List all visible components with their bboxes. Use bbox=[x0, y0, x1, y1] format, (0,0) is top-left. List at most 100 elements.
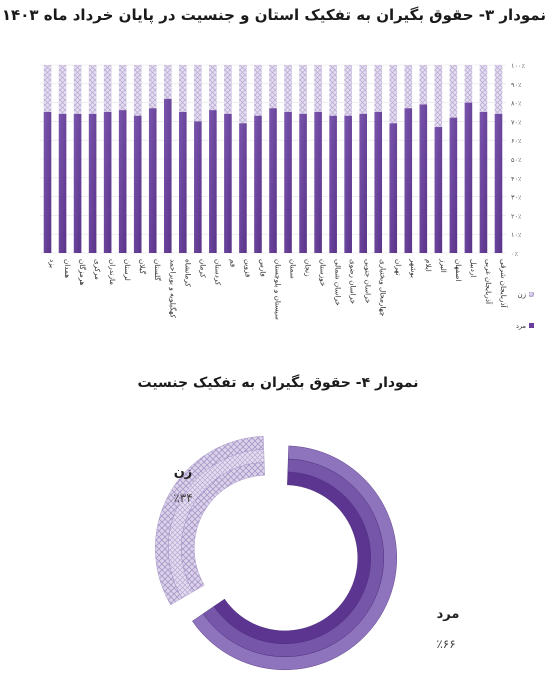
bar-women bbox=[58, 65, 67, 114]
x-tick-label: خراسان جنوبی bbox=[364, 259, 373, 304]
bar-men bbox=[344, 115, 352, 253]
bar-women bbox=[299, 65, 307, 114]
x-tick-label: مرکزی bbox=[93, 259, 102, 280]
legend-swatch-women bbox=[529, 292, 534, 297]
legend-swatch-men bbox=[529, 323, 534, 328]
bar-men bbox=[118, 110, 127, 254]
bar-men bbox=[449, 117, 458, 253]
bar-men bbox=[314, 112, 322, 253]
bar-men bbox=[359, 113, 367, 253]
bar-men bbox=[73, 113, 82, 253]
legend-label-men: مرد bbox=[516, 322, 526, 330]
bar-men bbox=[419, 104, 428, 253]
bar-women bbox=[374, 65, 383, 112]
donut-chart: مرد ٪۶۶ زن ٪۳۴ bbox=[155, 436, 460, 670]
bar-women bbox=[209, 65, 217, 111]
bar-men bbox=[179, 112, 187, 253]
bar-men bbox=[284, 112, 292, 253]
donut-value-women: ٪۳۴ bbox=[173, 491, 192, 505]
bar-women bbox=[148, 65, 157, 109]
bar-men bbox=[163, 98, 172, 253]
bar-chart-title: نمودار ۳- حقوق بگیران به تفکیک استان و ج… bbox=[1, 6, 546, 24]
donut-slice-men bbox=[192, 445, 397, 670]
bar-men bbox=[58, 113, 67, 253]
bar-women bbox=[133, 65, 142, 116]
bar-men bbox=[329, 115, 337, 253]
x-tick-label: قم bbox=[228, 259, 237, 267]
bar-women bbox=[284, 65, 292, 112]
bar-men bbox=[88, 113, 97, 253]
x-tick-label: آذربایجان شرقی bbox=[499, 259, 509, 309]
bar-men bbox=[209, 110, 217, 254]
bar-women bbox=[449, 65, 458, 118]
donut-label-women: زن bbox=[174, 465, 193, 480]
bar-women bbox=[479, 65, 488, 112]
x-tick-label: کهگیلویه و بویراحمد bbox=[168, 259, 177, 318]
bar-women bbox=[194, 65, 202, 122]
bar-women bbox=[329, 65, 337, 116]
bar-women bbox=[179, 65, 187, 112]
bar-men bbox=[269, 108, 277, 254]
y-tick-label: ۸۰٪ bbox=[511, 100, 522, 108]
y-tick-label: ۱۰٪ bbox=[511, 231, 522, 239]
bar-women bbox=[434, 65, 443, 128]
bar-women bbox=[314, 65, 322, 112]
x-tick-label: کرمانشاه bbox=[183, 259, 192, 287]
bar-men bbox=[479, 112, 488, 253]
bar-women bbox=[239, 65, 247, 124]
bar-men bbox=[133, 115, 142, 253]
bar-women bbox=[404, 65, 413, 109]
bar-men bbox=[434, 127, 443, 253]
bar-women bbox=[73, 65, 82, 114]
y-tick-label: ۶۰٪ bbox=[511, 137, 522, 145]
legend-label-women: زن bbox=[517, 291, 526, 299]
bar-women bbox=[43, 65, 52, 112]
y-tick-label: ۷۰٪ bbox=[511, 118, 522, 126]
x-tick-label: مازندران bbox=[108, 259, 117, 285]
x-tick-label: خراسان شمالی bbox=[334, 259, 343, 306]
x-tick-label: بوشهر bbox=[409, 258, 418, 278]
x-tick-label: سمنان bbox=[289, 259, 298, 279]
x-tick-label: البرز bbox=[439, 258, 448, 273]
bar-women bbox=[224, 65, 232, 114]
bar-women bbox=[118, 65, 127, 111]
bar-women bbox=[419, 65, 428, 105]
bar-men bbox=[464, 102, 473, 253]
x-tick-label: گلستان bbox=[153, 259, 162, 281]
bar-men bbox=[494, 113, 503, 253]
bar-women bbox=[389, 65, 398, 124]
y-tick-label: ۲۰٪ bbox=[511, 212, 522, 220]
x-tick-label: قزوین bbox=[243, 259, 252, 277]
bar-women bbox=[494, 65, 503, 114]
bar-women bbox=[344, 65, 352, 116]
donut-slice-women bbox=[155, 436, 264, 606]
bar-men bbox=[224, 113, 232, 253]
donut-label-men: مرد bbox=[437, 607, 460, 622]
y-tick-label: ۰٪ bbox=[511, 250, 518, 258]
bar-men bbox=[389, 123, 398, 253]
x-tick-label: ایلام bbox=[424, 259, 433, 272]
bar-women bbox=[103, 65, 112, 112]
x-tick-label: کردستان bbox=[213, 259, 222, 286]
bar-men bbox=[254, 115, 262, 253]
y-tick-label: ۳۰٪ bbox=[511, 194, 522, 202]
donut-chart-title: نمودار ۴- حقوق بگیران به تفکیک جنسیت bbox=[137, 375, 419, 391]
x-tick-label: یزد bbox=[48, 259, 57, 268]
y-tick-label: ۴۰٪ bbox=[511, 175, 522, 183]
bar-men bbox=[374, 112, 383, 253]
x-tick-label: اصفهان bbox=[454, 259, 463, 282]
donut-value-men: ٪۶۶ bbox=[436, 637, 455, 651]
x-tick-label: اردبیل bbox=[469, 259, 478, 277]
bar-women bbox=[163, 65, 172, 99]
bar-men bbox=[103, 112, 112, 253]
bar-women bbox=[269, 65, 277, 109]
x-tick-label: کرمان bbox=[198, 259, 207, 278]
bar-women bbox=[464, 65, 473, 103]
x-tick-label: زنجان bbox=[304, 259, 313, 277]
x-tick-label: سیستان و بلوچستان bbox=[274, 259, 283, 320]
x-tick-label: خوزستان bbox=[319, 259, 328, 286]
x-tick-label: گیلان bbox=[138, 259, 147, 275]
y-tick-label: ۱۰۰٪ bbox=[511, 62, 525, 70]
x-tick-label: تهران bbox=[394, 259, 403, 276]
bar-women bbox=[88, 65, 97, 114]
